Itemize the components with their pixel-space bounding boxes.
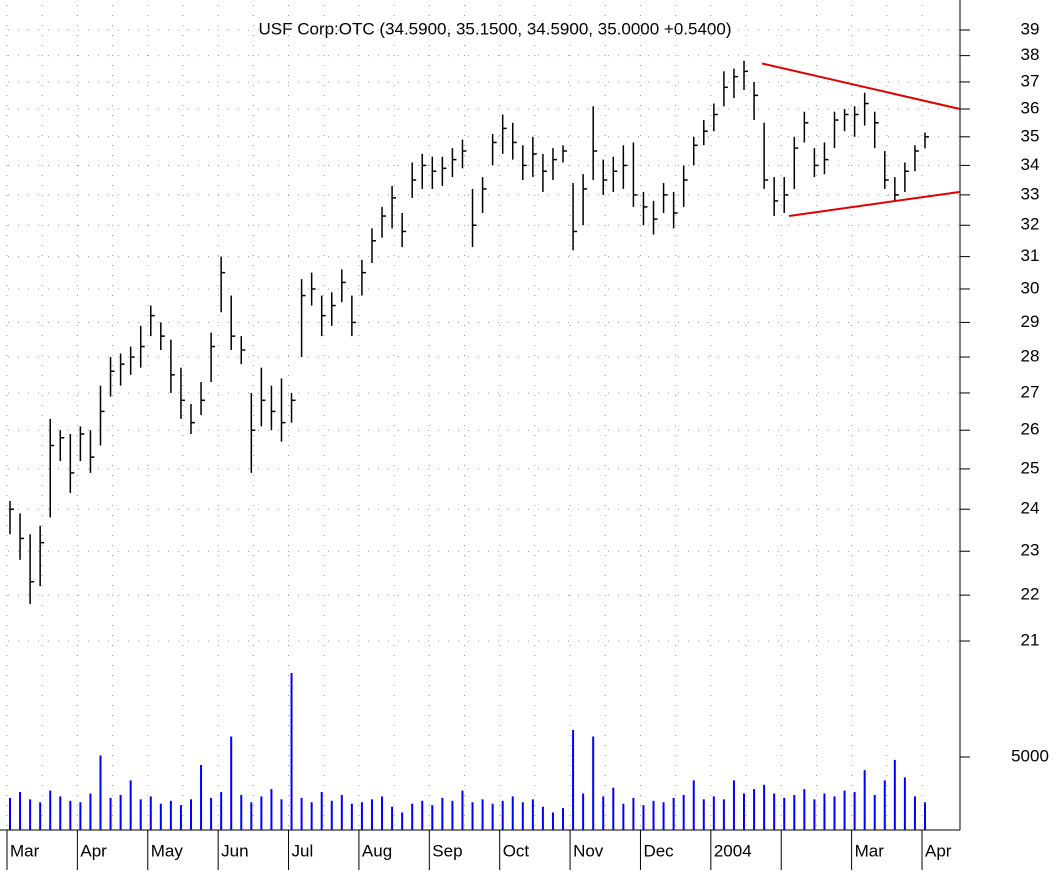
y-tick-label: 29 [1021,312,1040,331]
trendline [788,190,961,218]
x-tick-label: May [151,841,184,860]
volume-tick-label: 5000 [1011,746,1049,765]
y-tick-label: 21 [1021,631,1040,650]
y-tick-label: 34 [1021,155,1040,174]
x-tick-label: Nov [573,841,604,860]
y-tick-label: 26 [1021,420,1040,439]
y-tick-label: 32 [1021,215,1040,234]
x-tick-label: Apr [80,841,107,860]
y-tick-label: 38 [1021,45,1040,64]
y-tick-label: 27 [1021,382,1040,401]
x-tick-label: Dec [643,841,674,860]
y-tick-label: 22 [1021,585,1040,604]
chart-subtitle: USF Corp:OTC (34.5900, 35.1500, 34.5900,… [258,19,731,38]
x-tick-label: Oct [503,841,530,860]
x-tick-label: Jul [292,841,314,860]
y-tick-label: 33 [1021,184,1040,203]
x-tick-label: 2004 [714,841,752,860]
x-tick-label: Aug [362,841,392,860]
y-tick-label: 30 [1021,278,1040,297]
x-tick-label: Mar [855,841,885,860]
y-tick-label: 24 [1021,499,1040,518]
y-tick-label: 23 [1021,541,1040,560]
x-tick-label: Apr [925,841,952,860]
y-tick-label: 31 [1021,246,1040,265]
x-tick-label: Sep [432,841,462,860]
y-tick-label: 28 [1021,347,1040,366]
y-tick-label: 39 [1021,19,1040,38]
y-tick-label: 25 [1021,458,1040,477]
trendline [761,62,961,110]
y-tick-label: 35 [1021,126,1040,145]
x-tick-label: Jun [221,841,248,860]
y-tick-label: 36 [1021,98,1040,117]
x-tick-label: Mar [10,841,40,860]
y-tick-label: 37 [1021,71,1040,90]
